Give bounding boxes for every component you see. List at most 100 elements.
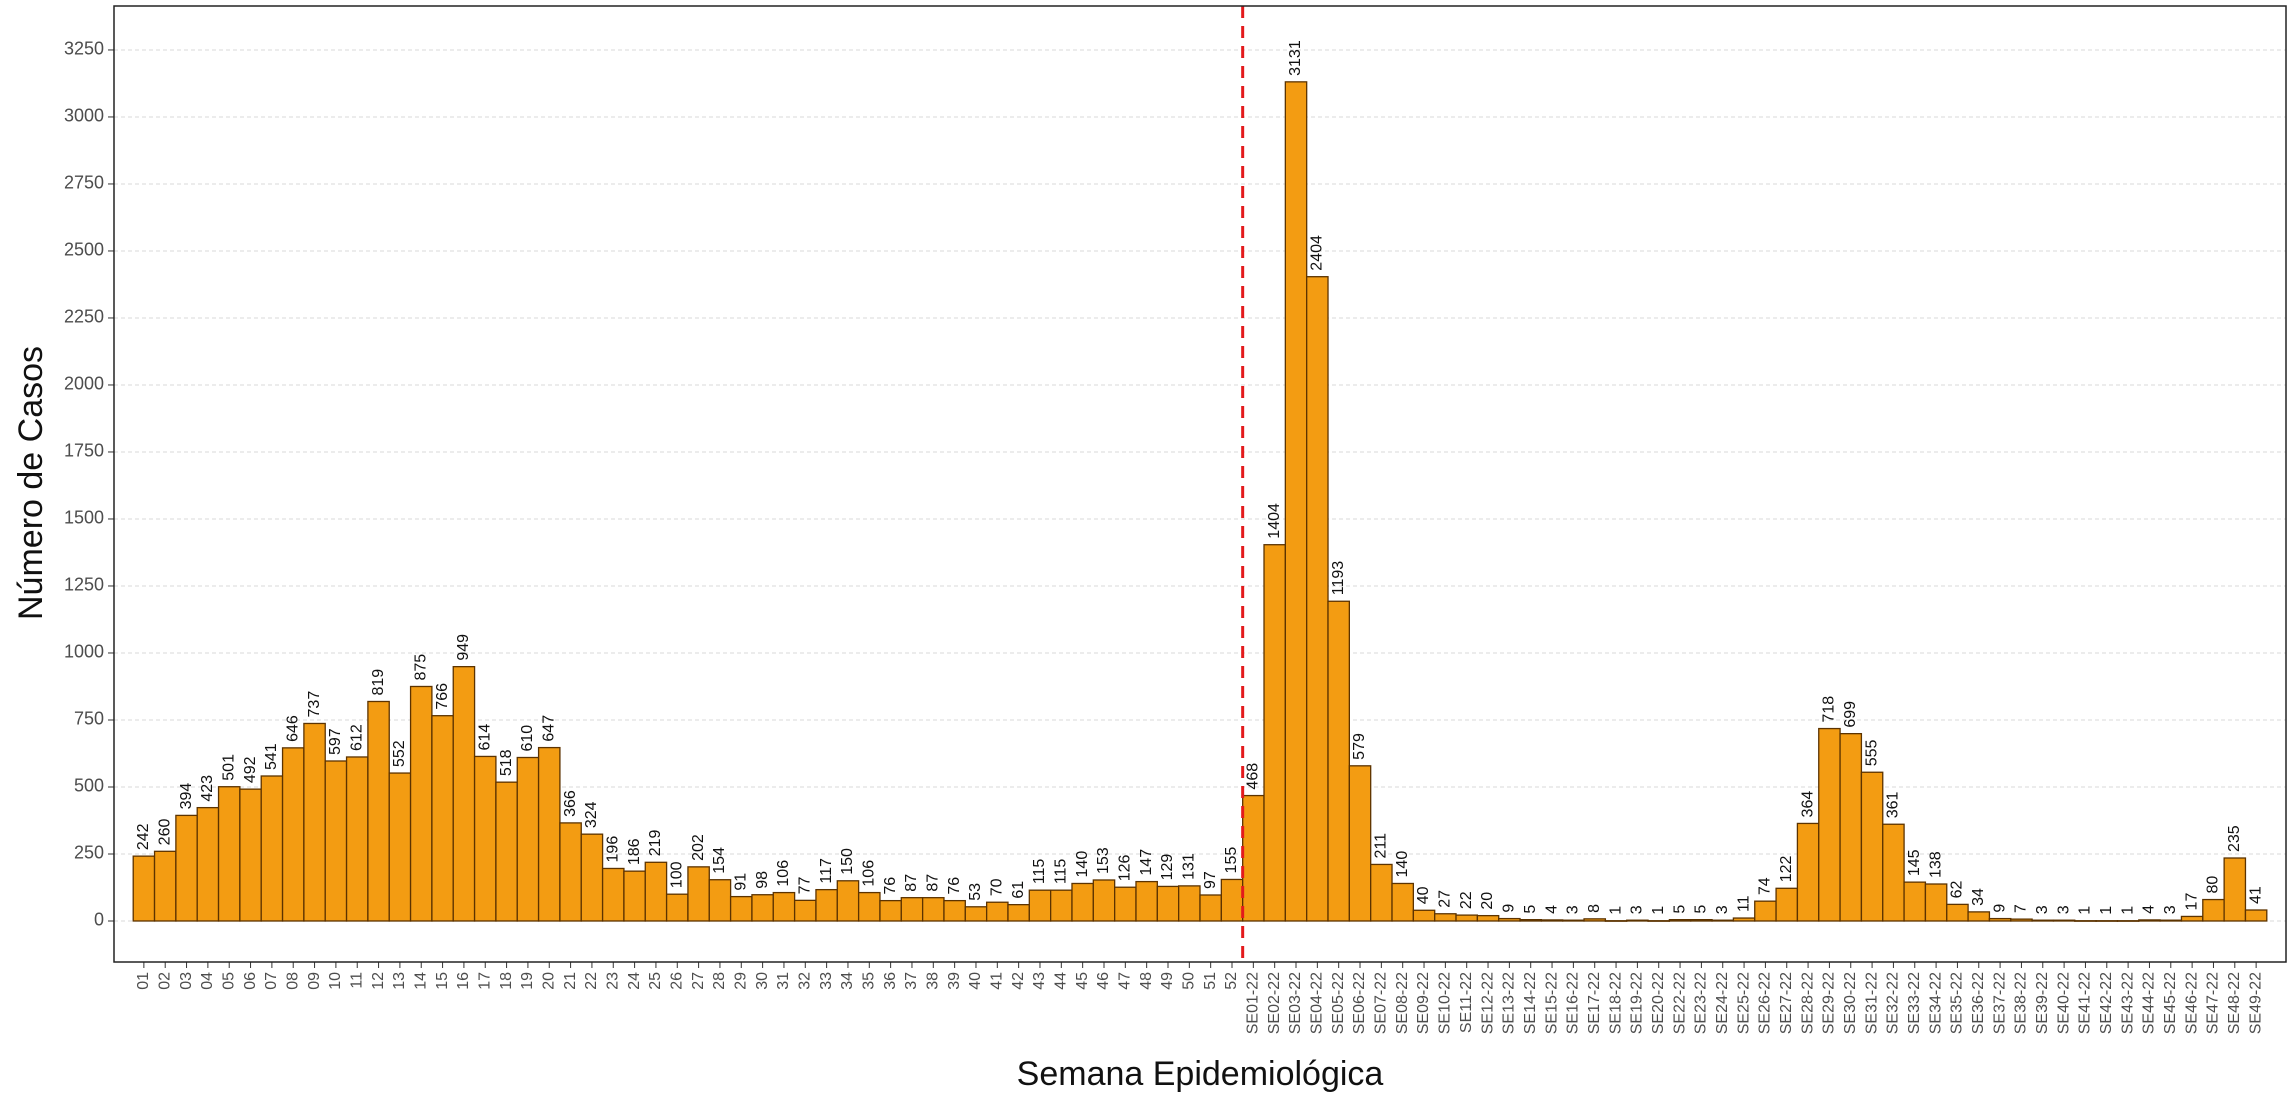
x-tick-label: 20 [540,972,557,990]
bar [1924,883,1948,922]
x-tick-label: 42 [1010,972,1027,990]
value-label: 610 [519,725,536,752]
x-tick-label: SE23-22 [1693,972,1710,1034]
value-label: 80 [2205,876,2222,894]
value-label: 492 [242,756,259,783]
x-tick-label: 48 [1138,972,1155,990]
value-label: 76 [882,877,899,895]
x-tick-label: 32 [797,972,814,990]
value-label: 612 [348,724,365,751]
x-tick-label: SE16-22 [1565,972,1582,1034]
bar [879,899,902,922]
value-label: 423 [199,775,216,802]
bar [985,901,1009,922]
value-label: 117 [818,858,835,884]
bar [1647,920,1671,922]
value-label: 3 [2162,905,2179,914]
x-tick-label: SE27-22 [1778,972,1795,1034]
bar [281,747,305,922]
value-label: 115 [1053,859,1070,885]
y-tick-label: 2750 [64,173,104,193]
x-tick-label: 23 [604,972,621,990]
value-label: 552 [391,740,408,767]
x-tick-label: 01 [135,972,152,990]
bar [729,895,753,922]
bar [1391,882,1415,922]
bar [1540,919,1564,922]
bar [1306,276,1329,922]
x-tick-label: 26 [668,972,685,990]
x-tick-label: SE32-22 [1885,972,1902,1034]
value-label: 61 [1010,881,1027,899]
value-label: 219 [647,830,664,857]
bar [665,893,689,922]
x-tick-label: SE49-22 [2247,972,2264,1034]
x-tick-label: SE13-22 [1501,972,1518,1034]
bar [537,746,561,922]
value-label: 718 [1821,696,1838,723]
y-axis-title: Número de Casos [12,346,50,620]
x-tick-label: SE25-22 [1735,972,1752,1034]
bar [1754,900,1777,922]
bar [601,867,625,922]
bar [644,861,668,922]
value-label: 98 [754,871,771,889]
x-tick-label: SE45-22 [2162,972,2179,1034]
x-tick-label: 31 [775,972,792,990]
value-label: 53 [967,883,984,901]
value-label: 3 [2055,905,2072,914]
bar [2223,857,2247,922]
value-label: 597 [327,728,344,755]
x-tick-label: 37 [903,972,920,990]
y-tick-label: 3000 [64,106,104,126]
y-tick-label: 1750 [64,441,104,461]
bar [1412,909,1436,922]
bar [1476,914,1500,922]
value-label: 196 [604,836,621,863]
value-label: 242 [135,823,152,850]
bar [1327,600,1351,922]
bar [132,855,156,922]
x-tick-label: 19 [519,972,536,990]
bar [964,906,988,922]
bar [1007,903,1030,922]
value-label: 235 [2226,825,2243,852]
x-tick-label: 41 [989,972,1006,990]
bar [1967,911,1991,922]
value-label: 5 [1693,905,1710,914]
x-tick-label: SE11-22 [1458,972,1475,1033]
value-label: 126 [1117,854,1134,881]
bar [473,755,497,922]
value-label: 34 [1970,888,1987,906]
value-label: 1 [2077,906,2094,915]
x-tick-label: SE14-22 [1522,972,1539,1034]
x-tick-label: SE34-22 [1927,972,1944,1034]
bar [1732,917,1756,922]
x-tick-label: 34 [839,972,856,990]
x-tick-label: SE24-22 [1714,972,1731,1034]
value-label: 3 [1714,905,1731,914]
value-label: 41 [2247,886,2264,904]
value-label: 1 [2119,906,2136,915]
value-label: 2404 [1309,235,1326,271]
value-label: 153 [1095,847,1112,874]
x-tick-label: 28 [711,972,728,990]
x-tick-label: SE08-22 [1394,972,1411,1034]
x-tick-label: SE42-22 [2098,972,2115,1034]
bar [1583,918,1607,922]
x-tick-label: 39 [946,972,963,990]
bar [1220,878,1244,922]
value-label: 154 [711,847,728,874]
bar [2202,898,2225,922]
x-tick-label: 07 [263,972,280,990]
value-label: 3 [2034,905,2051,914]
x-tick-label: SE26-22 [1757,972,1774,1034]
bar [1903,881,1927,922]
bar [1114,886,1137,922]
x-tick-label: SE05-22 [1330,972,1347,1034]
x-tick-label: 03 [178,972,195,990]
x-tick-label: SE15-22 [1543,972,1560,1034]
bar [1626,919,1649,922]
x-tick-label: 38 [925,972,942,990]
y-tick-label: 1500 [64,508,104,528]
